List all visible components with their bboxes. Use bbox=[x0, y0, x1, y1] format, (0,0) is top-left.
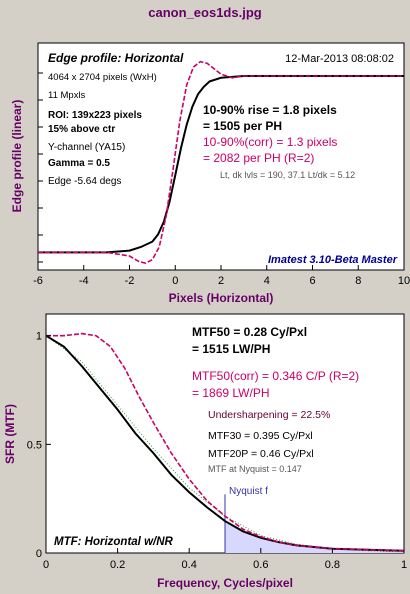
mtf-y-tick-label: 0.5 bbox=[27, 439, 42, 451]
rise-text-1: 10-90% rise = 1.8 pixels bbox=[203, 103, 337, 117]
roi-position-text: 15% above ctr bbox=[48, 124, 115, 135]
mtf-x-tick-label: 0.6 bbox=[253, 559, 268, 571]
edge-x-tick-label: 0 bbox=[172, 275, 178, 287]
edge-x-tick-label: 10 bbox=[398, 275, 410, 287]
mtf-x-axis-label: Frequency, Cycles/pixel bbox=[157, 576, 293, 590]
mtf-x-tick-label: 0 bbox=[43, 559, 49, 571]
mtf20p-text: MTF20P = 0.46 Cy/Pxl bbox=[208, 448, 314, 460]
edge-x-tick-label: 8 bbox=[355, 275, 361, 287]
edge-x-tick-label: 4 bbox=[264, 275, 270, 287]
figure-title: canon_eos1ds.jpg bbox=[148, 5, 261, 20]
edge-x-ticks: -6 -4 -2 0 2 4 6 8 10 bbox=[33, 265, 410, 287]
mtf-y-ticks: 00.51 bbox=[27, 331, 51, 560]
edge-date: 12-Mar-2013 08:08:02 bbox=[285, 53, 394, 65]
mtf-x-ticks: 0 0.2 0.4 0.6 0.8 1 bbox=[43, 548, 407, 571]
edge-angle-text: Edge -5.64 degs bbox=[48, 176, 121, 187]
mtf50-text-2: = 1515 LW/PH bbox=[192, 342, 270, 356]
mtf50corr-text-2: = 1869 LW/PH bbox=[192, 386, 269, 400]
mtf-y-tick-label: 1 bbox=[36, 331, 42, 343]
mtf-nyquist-text: MTF at Nyquist = 0.147 bbox=[208, 464, 302, 474]
edge-x-tick-label: -2 bbox=[125, 275, 135, 287]
edge-x-tick-label: 6 bbox=[309, 275, 315, 287]
edge-y-ticks bbox=[38, 72, 43, 263]
mtf-panel-title: MTF: Horizontal w/NR bbox=[54, 536, 174, 548]
mtf-x-tick-label: 0.8 bbox=[325, 559, 340, 571]
edge-plot-area bbox=[37, 42, 405, 271]
gamma-text: Gamma = 0.5 bbox=[48, 158, 110, 169]
mtf50corr-text-1: MTF50(corr) = 0.346 C/P (R=2) bbox=[192, 369, 359, 383]
mtf50-text-1: MTF50 = 0.28 Cy/Pxl bbox=[192, 325, 307, 339]
mtf-y-tick-label: 0 bbox=[36, 548, 42, 560]
edge-series-line-1 bbox=[38, 60, 404, 265]
megapixels-text: 11 Mpxls bbox=[48, 90, 86, 101]
mtf-x-tick-label: 0.4 bbox=[182, 559, 197, 571]
mtf-curves bbox=[45, 332, 405, 553]
edge-series-line-0 bbox=[38, 75, 404, 254]
image-size-text: 4064 x 2704 pixels (WxH) bbox=[48, 72, 157, 83]
edge-curves bbox=[38, 60, 404, 265]
corr-rise-text-1: 10-90%(corr) = 1.3 pixels bbox=[203, 135, 337, 149]
edge-y-axis-label: Edge profile (linear) bbox=[10, 100, 24, 213]
undersharpening-text: Undersharpening = 22.5% bbox=[208, 409, 330, 421]
channel-text: Y-channel (YA15) bbox=[48, 142, 125, 153]
nyquist-label: Nyquist f bbox=[229, 486, 268, 497]
corr-rise-text-2: = 2082 per PH (R=2) bbox=[203, 151, 314, 165]
watermark-text: Imatest 3.10-Beta Master bbox=[268, 254, 398, 266]
rise-text-2: = 1505 per PH bbox=[203, 119, 282, 133]
edge-panel-title: Edge profile: Horizontal bbox=[48, 51, 184, 65]
edge-x-axis-label: Pixels (Horizontal) bbox=[169, 291, 274, 305]
edge-profile-panel: Edge profile: Horizontal 12-Mar-2013 08:… bbox=[10, 42, 410, 305]
mtf30-text: MTF30 = 0.395 Cy/Pxl bbox=[208, 430, 313, 442]
edge-info-block: 4064 x 2704 pixels (WxH) 11 Mpxls ROI: 1… bbox=[48, 72, 157, 187]
edge-x-tick-label: -4 bbox=[79, 275, 89, 287]
mtf-x-tick-label: 1 bbox=[401, 559, 407, 571]
mtf-y-axis-label: SFR (MTF) bbox=[3, 404, 17, 464]
nyquist-region: Nyquist f bbox=[224, 486, 404, 553]
roi-text: ROI: 139x223 pixels bbox=[48, 110, 142, 121]
edge-x-tick-label: -6 bbox=[33, 275, 43, 287]
edge-x-tick-label: 2 bbox=[218, 275, 224, 287]
mtf-x-tick-label: 0.2 bbox=[110, 559, 125, 571]
mtf-series-line-1 bbox=[46, 332, 405, 552]
nyquist-shade bbox=[225, 521, 404, 553]
mtf-panel: Nyquist f MTF50 = 0.28 Cy/Pxl = 1515 LW/… bbox=[3, 313, 407, 590]
levels-text: Lt, dk lvls = 190, 37.1 Lt/dk = 5.12 bbox=[220, 170, 355, 180]
